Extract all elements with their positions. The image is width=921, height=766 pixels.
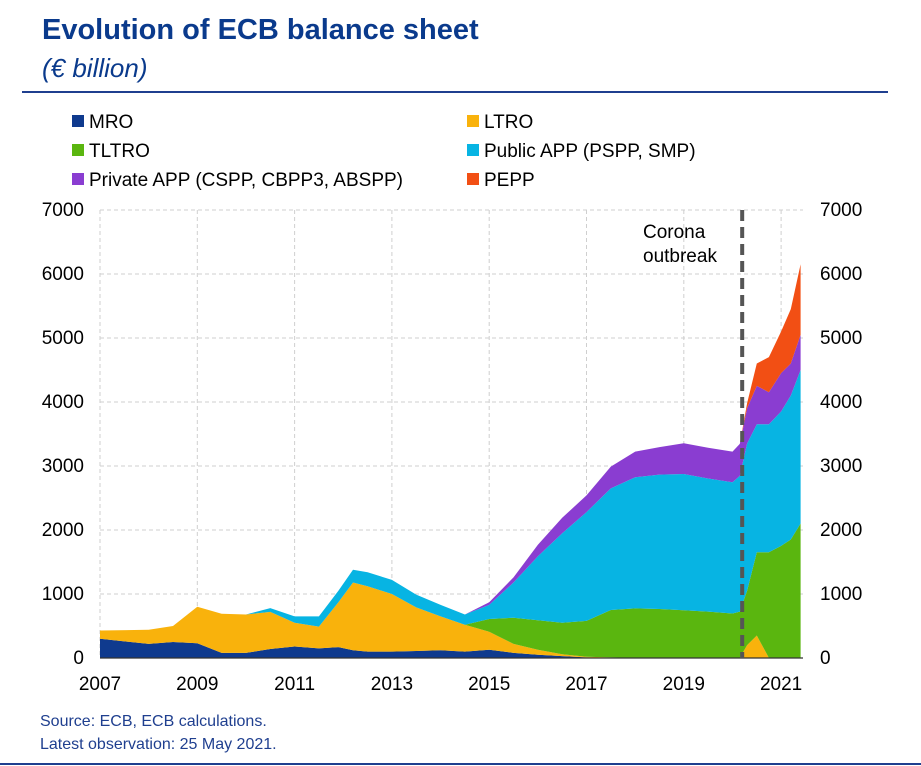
legend-label: Private APP (CSPP, CBPP3, ABSPP): [89, 170, 404, 191]
legend-label: MRO: [89, 112, 134, 133]
area-series: [100, 582, 801, 658]
y-tick-label-right: 5000: [820, 328, 862, 349]
y-tick-label-left: 3000: [42, 456, 84, 477]
area-series: [100, 638, 801, 658]
x-tick-label: 2017: [565, 674, 607, 695]
legend-item: PEPP: [467, 170, 535, 192]
legend-item: Public APP (PSPP, SMP): [467, 141, 696, 163]
y-tick-label-right: 0: [820, 648, 831, 669]
y-tick-label-left: 1000: [42, 584, 84, 605]
latest-observation-note: Latest observation: 25 May 2021.: [40, 736, 277, 753]
area-series: [100, 523, 801, 658]
y-tick-label-right: 7000: [820, 200, 862, 221]
legend-swatch: [467, 173, 479, 185]
x-tick-label: 2007: [79, 674, 121, 695]
y-tick-label-right: 1000: [820, 584, 862, 605]
legend-item: TLTRO: [72, 141, 150, 163]
x-tick-label: 2021: [760, 674, 802, 695]
y-tick-label-right: 4000: [820, 392, 862, 413]
legend-label: PEPP: [484, 170, 535, 191]
chart-subtitle: (€ billion): [42, 53, 148, 83]
bottom-divider: [0, 763, 921, 765]
legend-swatch: [467, 115, 479, 127]
chart-title: Evolution of ECB balance sheet: [42, 14, 479, 46]
x-tick-label: 2011: [274, 674, 315, 695]
annotation-label-line1: Corona: [643, 222, 706, 243]
legend-swatch: [72, 144, 84, 156]
x-tick-label: 2009: [176, 674, 218, 695]
legend-item: MRO: [72, 112, 133, 134]
title-divider: [22, 91, 888, 93]
source-note: Source: ECB, ECB calculations.: [40, 713, 267, 730]
legend-label: LTRO: [484, 112, 534, 133]
y-tick-label-right: 6000: [820, 264, 862, 285]
y-tick-label-left: 0: [73, 648, 84, 669]
legend-label: Public APP (PSPP, SMP): [484, 141, 696, 162]
legend-swatch: [72, 115, 84, 127]
area-series: [100, 369, 801, 631]
annotation-group: Corona outbreak: [643, 210, 745, 658]
y-tick-label-left: 6000: [42, 264, 84, 285]
y-tick-label-left: 2000: [42, 520, 84, 541]
y-tick-label-right: 2000: [820, 520, 862, 541]
annotation-label-line2: outbreak: [643, 246, 717, 267]
y-tick-label-left: 4000: [42, 392, 84, 413]
legend-label: TLTRO: [89, 141, 150, 162]
tick-labels: 0 0 1000 1000 2000 2000 3000 3000 4000 4000 5000 50…: [42, 200, 863, 695]
legend-swatch: [467, 144, 479, 156]
y-tick-label-left: 5000: [42, 328, 84, 349]
y-tick-label-left: 7000: [42, 200, 84, 221]
legend-item: LTRO: [467, 112, 533, 134]
legend-item: Private APP (CSPP, CBPP3, ABSPP): [72, 170, 403, 192]
x-tick-label: 2015: [468, 674, 510, 695]
x-tick-label: 2013: [371, 674, 413, 695]
x-tick-label: 2019: [663, 674, 705, 695]
legend-swatch: [72, 173, 84, 185]
y-tick-label-right: 3000: [820, 456, 862, 477]
stacked-areas: [100, 264, 801, 658]
